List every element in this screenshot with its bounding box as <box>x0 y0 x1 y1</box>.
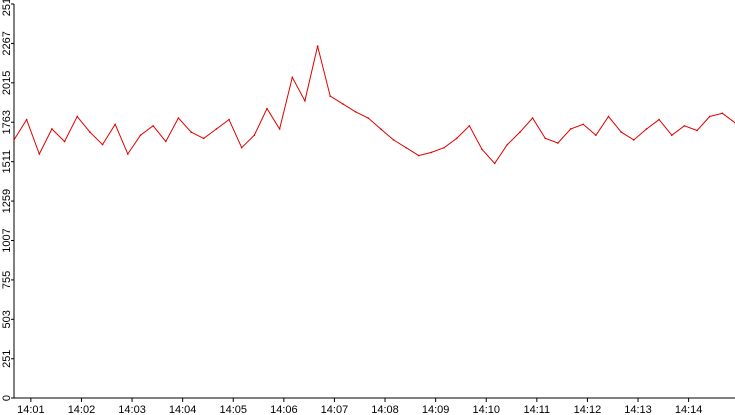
data-point <box>721 112 724 115</box>
data-point <box>607 115 610 118</box>
data-point <box>569 128 572 130</box>
data-point <box>544 137 547 140</box>
data-point <box>633 139 635 141</box>
data-point <box>670 134 673 137</box>
y-axis: 0 251 503 755 1007 1259 1511 1763 2015 2267 2519 <box>1 0 15 401</box>
data-point <box>506 143 509 146</box>
data-point <box>177 117 180 119</box>
data-point <box>683 125 686 127</box>
data-point <box>139 134 142 137</box>
data-point <box>278 128 281 130</box>
data-point <box>101 143 104 146</box>
data-point <box>493 162 496 165</box>
x-tick-label: 14:11 <box>523 404 550 415</box>
data-point <box>557 142 559 144</box>
x-tick-label: 14:08 <box>371 404 399 415</box>
data-point <box>266 107 268 110</box>
x-tick-label: 14:06 <box>270 404 298 415</box>
y-tick-label: 251 <box>1 350 13 368</box>
data-point <box>13 139 15 141</box>
x-tick-label: 14:01 <box>17 404 45 415</box>
data-point <box>455 137 458 140</box>
series-line <box>13 45 735 165</box>
data-point <box>202 137 205 140</box>
data-point <box>481 148 483 151</box>
data-point <box>89 131 91 133</box>
data-point <box>417 154 420 157</box>
data-point <box>127 153 129 155</box>
data-point <box>443 146 445 149</box>
y-tick-label: 2519 <box>1 0 13 16</box>
data-point <box>620 131 622 133</box>
data-point <box>291 76 294 79</box>
data-point <box>38 153 41 155</box>
x-axis: 14:01 14:02 14:03 14:04 14:05 14:06 14:07 14:08… <box>14 397 735 415</box>
data-point <box>354 110 357 113</box>
data-point <box>519 131 521 133</box>
data-point <box>531 117 534 119</box>
y-tick-label: 1007 <box>1 228 13 252</box>
data-point <box>114 123 116 126</box>
data-point <box>190 131 192 133</box>
y-tick-label: 0 <box>1 395 13 401</box>
x-tick-label: 14:05 <box>219 404 247 415</box>
data-point <box>304 100 306 102</box>
data-point <box>658 118 660 121</box>
data-point <box>240 146 243 149</box>
x-tick-label: 14:09 <box>422 404 450 415</box>
y-tick-label: 1763 <box>1 110 13 134</box>
data-point <box>392 139 395 141</box>
data-point <box>164 140 167 143</box>
y-tick-label: 2267 <box>1 31 13 55</box>
data-point <box>708 115 711 118</box>
data-point <box>329 95 332 97</box>
data-point <box>76 115 79 118</box>
x-tick-label: 14:14 <box>675 404 703 415</box>
data-point <box>228 118 230 121</box>
x-tick-label: 14:03 <box>118 404 146 415</box>
data-point <box>253 134 256 137</box>
data-point <box>696 129 698 132</box>
data-point <box>380 128 382 130</box>
x-tick-label: 14:13 <box>624 404 652 415</box>
data-point <box>645 128 648 130</box>
x-tick-label: 14:07 <box>321 404 349 415</box>
y-tick-label: 755 <box>1 271 13 289</box>
data-point <box>152 125 154 127</box>
y-tick-label: 503 <box>1 310 13 328</box>
x-tick-label: 14:04 <box>169 404 197 415</box>
data-point <box>430 151 433 154</box>
data-point <box>63 140 66 143</box>
data-point <box>405 146 407 149</box>
x-tick-label: 14:12 <box>574 404 602 415</box>
y-tick-label: 1511 <box>1 150 13 174</box>
data-point <box>215 128 218 130</box>
data-point <box>51 128 53 130</box>
y-tick-label: 1259 <box>1 189 13 213</box>
y-tick-label: 2015 <box>1 71 13 95</box>
data-point <box>25 118 28 121</box>
x-tick-label: 14:02 <box>68 404 96 415</box>
plot-area <box>13 45 735 165</box>
data-point <box>595 134 597 137</box>
data-point <box>342 103 344 105</box>
data-point <box>367 117 369 119</box>
data-point <box>316 45 319 47</box>
x-tick-label: 14:10 <box>472 404 500 415</box>
data-point <box>582 123 585 126</box>
data-point <box>468 125 471 127</box>
